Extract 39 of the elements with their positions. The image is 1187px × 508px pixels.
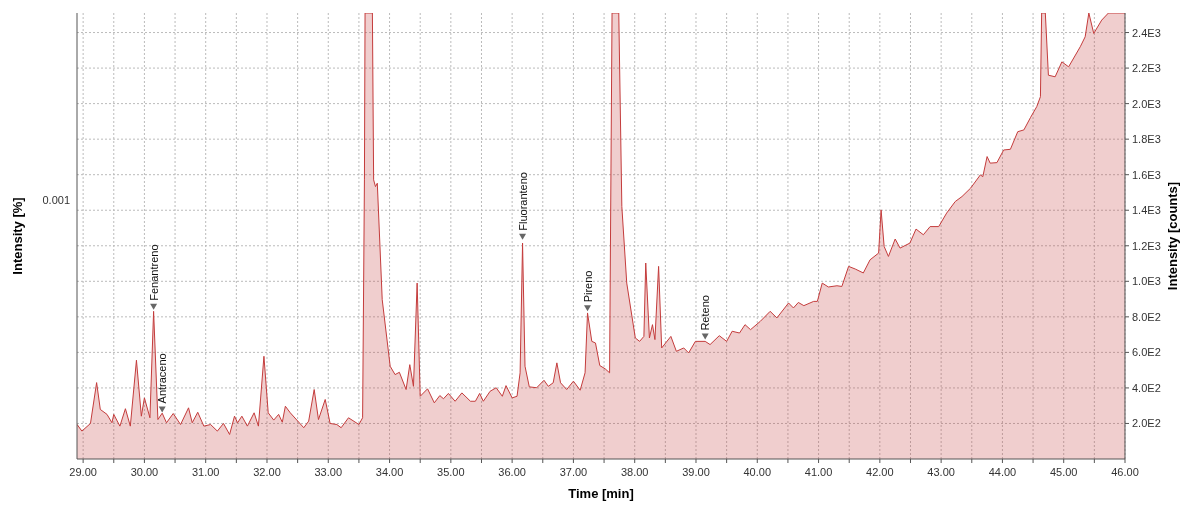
y-tick-label: 6.0E2 — [1132, 346, 1161, 359]
text: 0.001 — [42, 194, 70, 207]
y-tick-label: 1.4E3 — [1132, 204, 1161, 217]
y2-axis-title: Intensity [%] — [10, 197, 25, 275]
annotation: Pireno — [581, 270, 594, 303]
y-tick-label: 8.0E2 — [1132, 310, 1161, 323]
y-tick-label: 4.0E2 — [1132, 381, 1161, 394]
x-tick-label: 43.00 — [927, 466, 955, 478]
x-tick-label: 41.00 — [804, 466, 833, 478]
y-tick-label: 2.4E3 — [1132, 26, 1161, 39]
x-tick-label: 35.00 — [437, 466, 465, 478]
x-tick-label: 38.00 — [620, 466, 649, 478]
annotation: Fluoranteno — [516, 172, 529, 231]
annotation: Antraceno — [156, 353, 169, 404]
x-tick-label: 39.00 — [682, 466, 710, 478]
y-axis-title: Intensity [counts] — [1165, 181, 1180, 291]
y-tick-label: 2.0E2 — [1132, 417, 1161, 430]
y-tick-label: 1.2E3 — [1132, 239, 1161, 252]
annotation: Fenantreno — [147, 244, 160, 301]
x-tick-label: 30.00 — [130, 466, 159, 478]
y-tick-label: 1.0E3 — [1132, 275, 1161, 288]
x-tick-label: 46.00 — [1111, 466, 1139, 478]
x-tick-label: 42.00 — [866, 466, 894, 478]
x-axis-title: Time [min] — [568, 486, 634, 501]
y-tick-label: 2.0E3 — [1132, 97, 1161, 110]
x-tick-label: 36.00 — [498, 466, 526, 478]
y-tick-label: 1.6E3 — [1132, 168, 1161, 181]
x-tick-label: 29.00 — [69, 466, 97, 478]
y-tick-label: 2.2E3 — [1132, 62, 1161, 75]
x-tick-label: 45.00 — [1049, 466, 1078, 478]
x-tick-label: 31.00 — [191, 466, 220, 478]
x-tick-label: 44.00 — [988, 466, 1017, 478]
x-tick-label: 33.00 — [314, 466, 343, 478]
x-tick-label: 32.00 — [253, 466, 281, 478]
x-tick-label: 37.00 — [559, 466, 588, 478]
x-tick-label: 40.00 — [743, 466, 772, 478]
y-tick-label: 1.8E3 — [1132, 133, 1161, 146]
x-tick-label: 34.00 — [375, 466, 404, 478]
annotation: Reteno — [699, 295, 712, 331]
